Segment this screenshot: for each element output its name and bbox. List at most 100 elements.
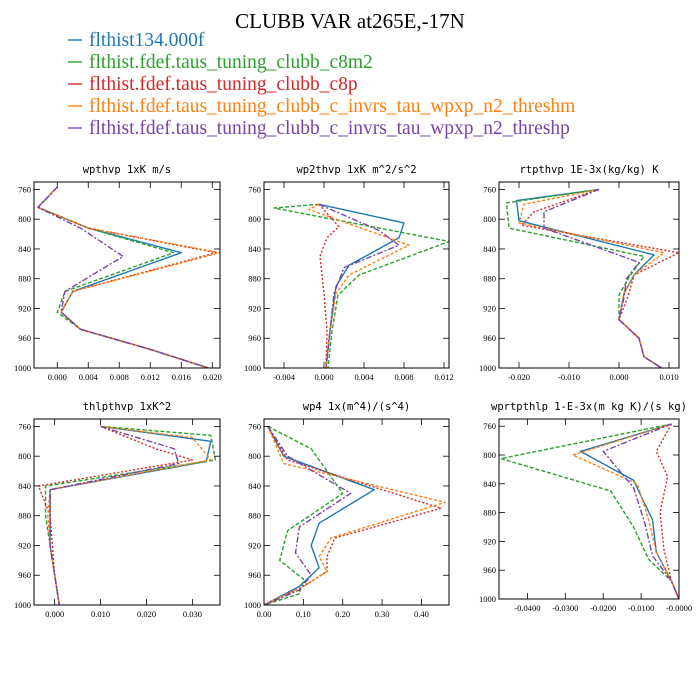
series-group bbox=[264, 425, 446, 605]
y-tick-label: 760 bbox=[18, 184, 31, 194]
x-tick-label: 0.004 bbox=[354, 372, 374, 382]
y-tick-label: 880 bbox=[483, 508, 496, 518]
series-line bbox=[264, 426, 446, 605]
x-tick-label: 0.30 bbox=[375, 609, 390, 619]
y-tick-label: 840 bbox=[248, 244, 261, 254]
series-line bbox=[37, 186, 209, 368]
series-line bbox=[49, 425, 180, 605]
x-tick-label: 0.010 bbox=[91, 609, 110, 619]
y-tick-label: 920 bbox=[18, 540, 31, 550]
x-tick-label: 0.000 bbox=[314, 372, 333, 382]
series-line bbox=[264, 425, 344, 605]
series-line bbox=[264, 426, 375, 605]
chart-panel: wprtpthlp 1-E-3x(m kg K)/(s kg) 760 800 840… bbox=[479, 401, 692, 613]
y-tick-label: 960 bbox=[248, 333, 261, 343]
panel-title: wp4 1x(m^4)/(s^4) bbox=[303, 401, 410, 413]
y-tick-label: 880 bbox=[18, 274, 31, 284]
y-tick-label: 840 bbox=[483, 244, 496, 254]
plot-frame bbox=[33, 181, 221, 369]
x-tick-label: 0.020 bbox=[137, 609, 156, 619]
y-tick-label: 840 bbox=[18, 481, 31, 491]
series-line bbox=[37, 186, 217, 368]
y-tick-label: 880 bbox=[248, 274, 261, 284]
plot-frame bbox=[498, 181, 680, 369]
y-tick-label: 920 bbox=[18, 303, 31, 313]
x-tick-label: 0.012 bbox=[141, 372, 160, 382]
series-line bbox=[520, 188, 679, 368]
x-tick-label: 0.030 bbox=[183, 609, 202, 619]
series-line bbox=[518, 188, 665, 368]
y-tick-label: 960 bbox=[18, 333, 31, 343]
series-line bbox=[308, 203, 410, 368]
x-tick-label: -0.010 bbox=[558, 372, 580, 382]
series-group bbox=[505, 188, 679, 368]
plot-frame bbox=[263, 181, 450, 369]
legend-label: flthist134.000f bbox=[89, 30, 205, 51]
y-tick-label: 1000 bbox=[479, 594, 496, 604]
plot-frame bbox=[498, 418, 680, 600]
y-tick-label: 760 bbox=[483, 421, 496, 431]
y-tick-label: 1000 bbox=[14, 600, 31, 610]
series-line bbox=[579, 423, 679, 599]
plot-frame bbox=[263, 418, 450, 606]
x-tick-label: 0.000 bbox=[45, 609, 64, 619]
y-tick-label: 960 bbox=[483, 333, 496, 343]
x-tick-label: 0.020 bbox=[203, 372, 222, 382]
legend-label: flthist.fdef.taus_tuning_clubb_c8m2 bbox=[89, 52, 373, 73]
y-tick-label: 760 bbox=[18, 421, 31, 431]
x-tick-label: 0.000 bbox=[48, 372, 67, 382]
series-group bbox=[37, 186, 220, 368]
y-tick-label: 800 bbox=[248, 451, 261, 461]
series-group bbox=[273, 203, 449, 368]
series-line bbox=[318, 203, 340, 368]
series-line bbox=[543, 188, 662, 368]
y-tick-label: 880 bbox=[248, 511, 261, 521]
y-tick-label: 800 bbox=[18, 214, 31, 224]
x-tick-label: 0.016 bbox=[172, 372, 191, 382]
legend-label: flthist.fdef.taus_tuning_clubb_c_invrs_t… bbox=[89, 96, 575, 117]
x-tick-label: -0.004 bbox=[273, 372, 296, 382]
y-tick-label: 800 bbox=[248, 214, 261, 224]
series-line bbox=[264, 426, 352, 605]
x-tick-label: 0.10 bbox=[296, 609, 311, 619]
y-tick-label: 800 bbox=[18, 451, 31, 461]
series-line bbox=[44, 425, 217, 605]
panel-title: thlpthvp 1xK^2 bbox=[83, 401, 172, 413]
y-tick-label: 800 bbox=[483, 450, 496, 460]
x-tick-label: 0.008 bbox=[110, 372, 129, 382]
chart-panel: wp4 1x(m^4)/(s^4)76080084088092096010000… bbox=[244, 401, 450, 619]
y-tick-label: 920 bbox=[483, 303, 496, 313]
series-line bbox=[602, 423, 679, 599]
x-tick-label: 0.000 bbox=[609, 372, 628, 382]
y-tick-label: 880 bbox=[483, 274, 496, 284]
legend: flthist134.000fflthist.fdef.taus_tuning_… bbox=[68, 30, 575, 139]
y-tick-label: 840 bbox=[483, 479, 496, 489]
y-tick-label: 1000 bbox=[244, 600, 261, 610]
x-tick-label: 0.004 bbox=[79, 372, 99, 382]
chart-panels: wpthvp 1xK m/s 760 800 840 880 920 960 1000 0.00… bbox=[14, 164, 692, 619]
y-tick-label: 920 bbox=[248, 540, 261, 550]
legend-entry: flthist.fdef.taus_tuning_clubb_c_invrs_t… bbox=[68, 118, 570, 139]
y-tick-label: 880 bbox=[18, 511, 31, 521]
series-line bbox=[37, 186, 220, 368]
panel-title: wpthvp 1xK m/s bbox=[83, 164, 172, 176]
series-line bbox=[318, 203, 400, 368]
x-tick-label: -0.020 bbox=[508, 372, 530, 382]
series-group bbox=[500, 423, 679, 599]
page-title: CLUBB VAR at265E,-17N bbox=[235, 9, 465, 33]
panel-title: wp2thvp 1xK m^2/s^2 bbox=[296, 164, 416, 176]
series-line bbox=[273, 203, 449, 368]
y-tick-label: 840 bbox=[18, 244, 31, 254]
panel-title: rtpthvp 1E-3x(kg/kg) K bbox=[519, 164, 659, 176]
x-tick-label: -0.0000 bbox=[666, 603, 692, 613]
y-tick-label: 920 bbox=[483, 536, 496, 546]
legend-entry: flthist134.000f bbox=[68, 30, 205, 51]
chart-panel: wp2thvp 1xK m^2/s^2 760 800 840 880 920 960 100… bbox=[244, 164, 454, 382]
series-line bbox=[505, 188, 662, 368]
y-tick-label: 760 bbox=[483, 184, 496, 194]
y-tick-label: 960 bbox=[248, 570, 261, 580]
y-tick-label: 920 bbox=[248, 303, 261, 313]
panel-title: wprtpthlp 1-E-3x(m kg K)/(s kg) bbox=[491, 401, 687, 413]
legend-label: flthist.fdef.taus_tuning_clubb_c8p bbox=[89, 74, 358, 95]
